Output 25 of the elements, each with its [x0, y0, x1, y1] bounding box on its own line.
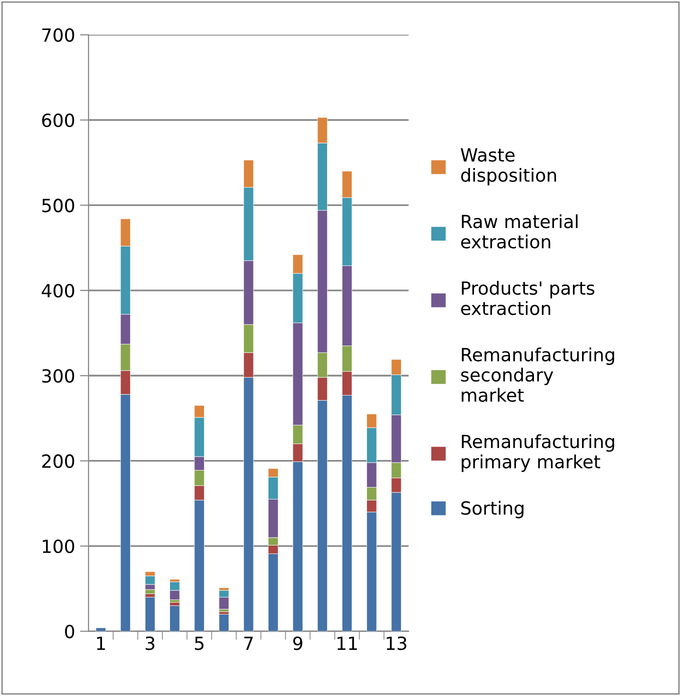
bar [170, 606, 180, 632]
y-tick-label: 100 [42, 540, 74, 554]
x-tick-label: 5 [194, 636, 204, 650]
x-tick-label: 11 [338, 636, 357, 650]
y-tick-label: 700 [42, 28, 74, 42]
legend-label: Raw material extraction [461, 214, 578, 249]
legend-label: Waste disposition [460, 148, 556, 186]
legend-label: Remanufacturing primary market [462, 434, 614, 472]
y-tick-label: 200 [42, 454, 74, 468]
bar [144, 596, 156, 632]
y-tick-label: 0 [65, 624, 74, 638]
x-tick-label: 7 [244, 636, 253, 650]
legend-label: Products' parts extraction [461, 280, 594, 316]
x-tick-label: 9 [293, 636, 302, 650]
x-tick-label: 13 [386, 636, 406, 650]
legend-label: Sorting [461, 500, 524, 518]
legend-label: Remanufacturing secondary market [461, 347, 614, 402]
y-tick-label: 500 [42, 198, 74, 212]
y-tick-label: 300 [42, 369, 74, 383]
y-tick-label: 600 [42, 113, 74, 128]
x-tick-label: 1 [97, 636, 105, 650]
bar [218, 614, 230, 632]
bar [96, 628, 106, 632]
y-tick-label: 400 [42, 284, 74, 298]
x-tick-label: 3 [146, 636, 154, 650]
